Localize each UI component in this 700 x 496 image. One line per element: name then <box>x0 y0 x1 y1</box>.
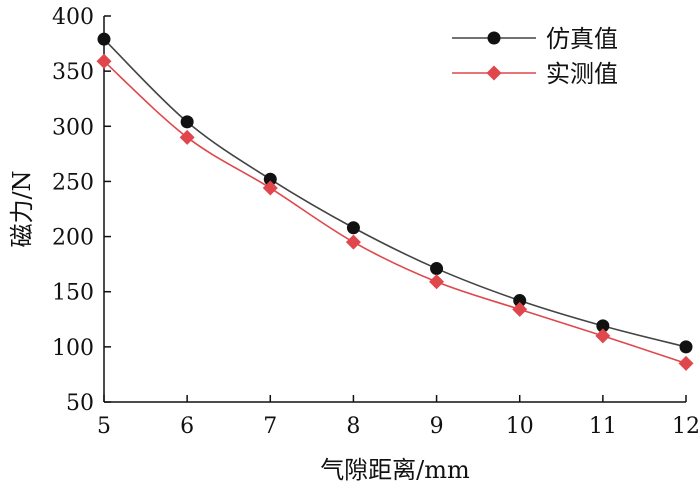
data-point-circle <box>263 172 277 186</box>
data-point-diamond <box>262 180 278 196</box>
series-1 <box>97 32 693 354</box>
x-tick-label: 8 <box>346 414 360 439</box>
x-tick-label: 12 <box>672 414 700 439</box>
y-tick-label: 400 <box>52 5 94 30</box>
y-axis-title: 磁力/N <box>8 170 36 247</box>
y-tick-label: 300 <box>52 115 94 140</box>
x-tick-label: 9 <box>430 414 444 439</box>
x-tick-label: 7 <box>263 414 277 439</box>
legend-label: 实测值 <box>546 60 618 88</box>
data-point-diamond <box>179 129 195 145</box>
series-line <box>103 60 687 365</box>
data-point-diamond <box>678 355 694 371</box>
x-tick-label: 11 <box>589 414 617 439</box>
x-tick-label: 6 <box>180 414 194 439</box>
series-layer <box>96 32 694 371</box>
data-point-diamond <box>512 301 528 317</box>
data-point-diamond <box>429 274 445 290</box>
data-point-circle <box>513 294 527 308</box>
legend-marker-circle <box>487 31 501 45</box>
x-axis-title: 气隙距离/mm <box>320 456 470 484</box>
y-tick-label: 50 <box>66 391 94 416</box>
data-point-circle <box>346 221 360 235</box>
x-tick-label: 10 <box>506 414 534 439</box>
y-tick-label: 200 <box>52 226 94 251</box>
data-point-circle <box>180 115 194 129</box>
x-tick-label: 5 <box>97 414 111 439</box>
legend-marker-diamond <box>486 65 502 81</box>
y-tick-label: 100 <box>52 336 94 361</box>
y-tick-label: 350 <box>52 60 94 85</box>
data-point-diamond <box>595 328 611 344</box>
y-tick-label: 250 <box>52 170 94 195</box>
y-tick-label: 150 <box>52 281 94 306</box>
legend-label: 仿真值 <box>546 25 618 53</box>
axes: 50 100 150 200 250 300 350 400 5 6 7 8 9 10 11 12 <box>52 5 700 439</box>
series-2 <box>96 53 694 371</box>
data-point-circle <box>97 32 111 46</box>
data-point-diamond <box>96 53 112 69</box>
data-point-circle <box>430 262 444 276</box>
data-point-circle <box>679 340 693 354</box>
data-point-diamond <box>345 234 361 250</box>
data-point-circle <box>596 319 610 333</box>
